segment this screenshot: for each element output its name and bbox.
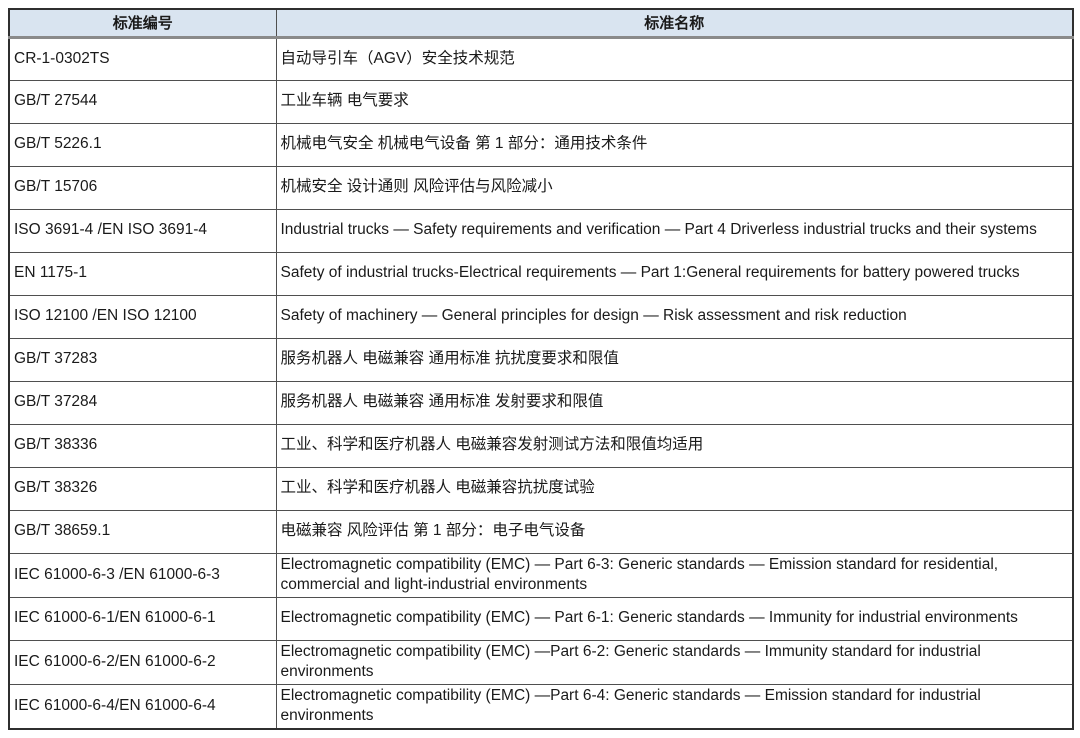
standard-code-cell: EN 1175-1: [8, 251, 277, 296]
standard-name-cell: 工业车辆 电气要求: [275, 79, 1074, 124]
standard-name-cell: 服务机器人 电磁兼容 通用标准 抗扰度要求和限值: [275, 337, 1074, 382]
standard-code-cell: IEC 61000-6-3 /EN 61000-6-3: [8, 552, 277, 598]
standard-code-cell: IEC 61000-6-2/EN 61000-6-2: [8, 639, 277, 685]
standard-name-cell: 机械电气安全 机械电气设备 第 1 部分：通用技术条件: [275, 122, 1074, 167]
table-row: IEC 61000-6-3 /EN 61000-6-3 Electromagne…: [8, 552, 1074, 598]
standard-name-cell: 工业、科学和医疗机器人 电磁兼容发射测试方法和限值均适用: [275, 423, 1074, 468]
standard-code-cell: GB/T 37283: [8, 337, 277, 382]
standard-code-cell: GB/T 38336: [8, 423, 277, 468]
standard-name-cell: Electromagnetic compatibility (EMC) —Par…: [275, 639, 1074, 685]
standard-name-cell: Electromagnetic compatibility (EMC) —Par…: [275, 683, 1074, 729]
standard-name-cell: 自动导引车（AGV）安全技术规范: [275, 36, 1074, 81]
table-row: CR-1-0302TS 自动导引车（AGV）安全技术规范: [8, 36, 1074, 81]
standard-code-cell: GB/T 15706: [8, 165, 277, 210]
table-row: GB/T 38659.1 电磁兼容 风险评估 第 1 部分：电子电气设备: [8, 509, 1074, 554]
column-header-name: 标准名称: [275, 8, 1074, 39]
standard-code-cell: ISO 3691-4 /EN ISO 3691-4: [8, 208, 277, 253]
table-row: GB/T 38326 工业、科学和医疗机器人 电磁兼容抗扰度试验: [8, 466, 1074, 511]
table-row: GB/T 38336 工业、科学和医疗机器人 电磁兼容发射测试方法和限值均适用: [8, 423, 1074, 468]
table-row: IEC 61000-6-4/EN 61000-6-4 Electromagnet…: [8, 683, 1074, 729]
standard-code-cell: GB/T 27544: [8, 79, 277, 124]
column-header-code: 标准编号: [8, 8, 277, 39]
header-row: 标准编号 标准名称: [8, 8, 1074, 39]
table-row: IEC 61000-6-2/EN 61000-6-2 Electromagnet…: [8, 639, 1074, 685]
standard-code-cell: GB/T 5226.1: [8, 122, 277, 167]
standard-code-cell: GB/T 38326: [8, 466, 277, 511]
standard-code-cell: CR-1-0302TS: [8, 36, 277, 81]
standard-code-cell: IEC 61000-6-4/EN 61000-6-4: [8, 683, 277, 729]
table-row: IEC 61000-6-1/EN 61000-6-1 Electromagnet…: [8, 596, 1074, 641]
standard-name-cell: Electromagnetic compatibility (EMC) — Pa…: [275, 552, 1074, 598]
standard-name-cell: 工业、科学和医疗机器人 电磁兼容抗扰度试验: [275, 466, 1074, 511]
standard-name-cell: Safety of machinery — General principles…: [275, 294, 1074, 339]
standards-table: 标准编号 标准名称 CR-1-0302TS 自动导引车（AGV）安全技术规范 G…: [8, 8, 1074, 730]
standard-code-cell: ISO 12100 /EN ISO 12100: [8, 294, 277, 339]
table-row: EN 1175-1 Safety of industrial trucks-El…: [8, 251, 1074, 296]
standard-name-cell: Safety of industrial trucks-Electrical r…: [275, 251, 1074, 296]
standard-code-cell: IEC 61000-6-1/EN 61000-6-1: [8, 596, 277, 641]
table-row: ISO 3691-4 /EN ISO 3691-4 Industrial tru…: [8, 208, 1074, 253]
standard-name-cell: 电磁兼容 风险评估 第 1 部分：电子电气设备: [275, 509, 1074, 554]
table-row: GB/T 5226.1 机械电气安全 机械电气设备 第 1 部分：通用技术条件: [8, 122, 1074, 167]
table-row: GB/T 15706 机械安全 设计通则 风险评估与风险减小: [8, 165, 1074, 210]
table-row: GB/T 27544 工业车辆 电气要求: [8, 79, 1074, 124]
standard-name-cell: 机械安全 设计通则 风险评估与风险减小: [275, 165, 1074, 210]
table-row: ISO 12100 /EN ISO 12100 Safety of machin…: [8, 294, 1074, 339]
table-row: GB/T 37284 服务机器人 电磁兼容 通用标准 发射要求和限值: [8, 380, 1074, 425]
standard-name-cell: Electromagnetic compatibility (EMC) — Pa…: [275, 596, 1074, 641]
standard-name-cell: Industrial trucks — Safety requirements …: [275, 208, 1074, 253]
standard-name-cell: 服务机器人 电磁兼容 通用标准 发射要求和限值: [275, 380, 1074, 425]
table-row: GB/T 37283 服务机器人 电磁兼容 通用标准 抗扰度要求和限值: [8, 337, 1074, 382]
standard-code-cell: GB/T 38659.1: [8, 509, 277, 554]
standard-code-cell: GB/T 37284: [8, 380, 277, 425]
